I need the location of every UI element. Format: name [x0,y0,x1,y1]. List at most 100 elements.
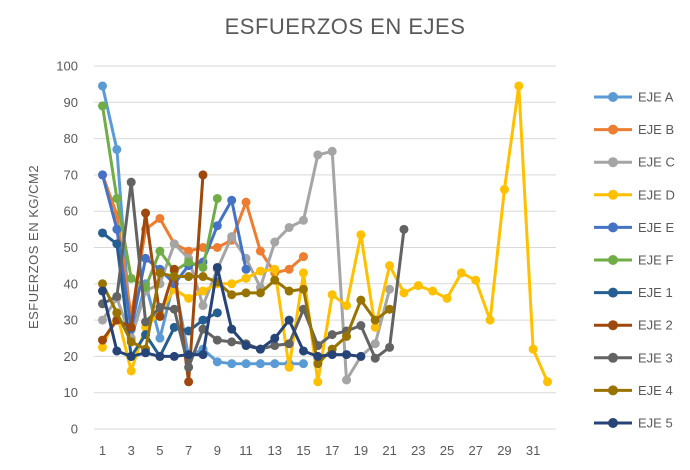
data-point [241,341,251,351]
gridlines [94,65,556,430]
data-point [399,288,409,298]
data-point [270,275,280,285]
legend-label: EJE 4 [638,383,673,398]
data-point [98,286,107,296]
x-tick-3: 3 [128,443,135,458]
data-point [126,366,136,376]
data-point [385,284,395,294]
data-point [98,101,107,111]
legend-item: EJE B [594,122,674,137]
legend-swatch-marker [608,287,618,298]
data-point [198,301,208,311]
legend-item: EJE 1 [594,285,673,300]
data-point [227,324,237,334]
data-point [255,359,265,369]
data-point [184,272,194,282]
legend-item: EJE D [594,187,675,202]
data-point [284,223,294,233]
legend-swatch-marker [608,418,618,428]
data-point [284,286,294,296]
data-point [342,375,352,385]
data-point [227,232,237,242]
x-tick-25: 25 [440,443,454,458]
data-point [112,346,122,356]
data-point [298,268,308,278]
data-point [370,322,380,332]
data-point [385,261,395,271]
x-tick-23: 23 [411,443,425,458]
y-tick-20: 20 [64,349,78,364]
data-point [370,339,380,349]
data-point [184,293,194,303]
data-point [241,273,251,283]
data-point [227,195,237,205]
data-point [327,146,337,156]
data-point [212,335,222,345]
data-point [370,315,380,325]
data-point [155,311,165,321]
data-point [499,184,509,194]
data-point [198,272,208,282]
data-point [126,351,136,361]
legend-swatch-marker [608,189,618,200]
data-point [284,362,294,372]
data-point [112,308,122,318]
data-point [327,290,337,300]
data-point [212,221,222,231]
data-point [327,330,337,340]
legend-label: EJE B [638,122,674,137]
data-point [227,337,237,347]
legend-label: EJE 1 [638,285,673,300]
data-point [313,351,323,361]
y-axis-label: ESFUERZOS EN KG/CM2 [26,165,41,329]
legend-label: EJE E [638,220,674,235]
y-tick-50: 50 [64,240,78,255]
data-point [112,292,122,302]
data-point [184,362,194,372]
data-point [169,351,179,361]
y-tick-60: 60 [64,204,78,219]
data-point [270,264,280,274]
data-point [198,315,208,325]
data-point [169,239,179,249]
data-point [212,193,222,203]
data-point [356,351,366,361]
data-point [126,177,136,187]
data-point [155,213,165,223]
x-tick-1: 1 [99,443,106,458]
data-point [198,170,208,180]
data-point [112,193,122,203]
data-point [471,275,481,285]
data-point [141,253,151,263]
data-point [98,279,107,289]
data-point [255,344,265,354]
data-point [212,308,222,318]
y-tick-80: 80 [64,131,78,146]
legend-swatch-marker [608,352,618,363]
data-point [385,342,395,352]
y-tick-90: 90 [64,95,78,110]
data-point [198,324,208,334]
data-point [112,144,122,154]
y-tick-100: 100 [56,59,78,74]
data-point [112,239,122,249]
data-point [169,264,179,274]
x-tick-17: 17 [325,443,339,458]
data-point [255,266,265,276]
data-point [284,264,294,274]
data-point [241,288,251,298]
x-tick-15: 15 [296,443,310,458]
legend-swatch-marker [608,222,618,233]
legend-swatch-marker [608,385,618,396]
data-point [155,246,165,256]
data-point [212,357,222,367]
data-point [98,170,107,180]
legend-label: EJE F [638,253,673,268]
data-point [284,315,294,325]
data-point [385,304,395,314]
chart-title: ESFUERZOS EN EJES [225,14,466,39]
legend-item: EJE 5 [594,416,673,431]
x-tick-7: 7 [185,443,192,458]
data-point [342,331,352,341]
